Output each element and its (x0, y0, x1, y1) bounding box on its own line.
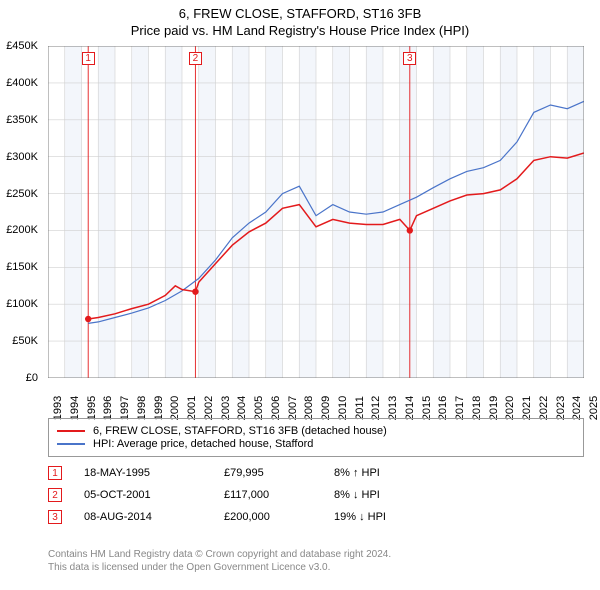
transaction-date: 08-AUG-2014 (84, 511, 224, 523)
chart-marker-1: 1 (82, 52, 95, 65)
x-tick-label: 2006 (270, 396, 282, 420)
legend-item: HPI: Average price, detached house, Staf… (57, 438, 575, 450)
transaction-row: 3 08-AUG-2014£200,00019% ↓ HPI (48, 506, 584, 528)
y-tick-label: £200K (6, 224, 38, 236)
y-axis-labels: £0£50K£100K£150K£200K£250K£300K£350K£400… (0, 46, 42, 378)
x-tick-label: 1998 (136, 396, 148, 420)
transaction-marker: 1 (48, 466, 62, 480)
legend-item: 6, FREW CLOSE, STAFFORD, ST16 3FB (detac… (57, 425, 575, 437)
x-tick-label: 2024 (571, 396, 583, 420)
legend-label: 6, FREW CLOSE, STAFFORD, ST16 3FB (detac… (93, 425, 387, 437)
x-tick-label: 1995 (86, 396, 98, 420)
x-tick-label: 1997 (119, 396, 131, 420)
x-tick-label: 2019 (488, 396, 500, 420)
x-tick-label: 2004 (236, 396, 248, 420)
legend-swatch (57, 430, 85, 432)
chart-svg (48, 46, 584, 378)
footer-attribution: Contains HM Land Registry data © Crown c… (48, 548, 391, 574)
transaction-price: £79,995 (224, 467, 334, 479)
x-tick-label: 2013 (387, 396, 399, 420)
y-tick-label: £150K (6, 261, 38, 273)
x-tick-label: 2021 (521, 396, 533, 420)
title-block: 6, FREW CLOSE, STAFFORD, ST16 3FB Price … (0, 0, 600, 38)
y-tick-label: £450K (6, 40, 38, 52)
chart-container: 6, FREW CLOSE, STAFFORD, ST16 3FB Price … (0, 0, 600, 590)
chart-marker-2: 2 (189, 52, 202, 65)
legend-label: HPI: Average price, detached house, Staf… (93, 438, 313, 450)
x-tick-label: 2000 (169, 396, 181, 420)
transaction-date: 05-OCT-2001 (84, 489, 224, 501)
transactions-table: 1 18-MAY-1995£79,9958% ↑ HPI 2 05-OCT-2001£… (48, 462, 584, 528)
x-axis-labels: 1993 1994 1995 1996 1997 1998 1999 2000 2001 2002… (48, 380, 584, 420)
title-sub: Price paid vs. HM Land Registry's House … (0, 23, 600, 38)
x-tick-label: 2016 (437, 396, 449, 420)
x-tick-label: 2010 (337, 396, 349, 420)
x-tick-label: 2012 (370, 396, 382, 420)
x-tick-label: 2022 (538, 396, 550, 420)
footer-line-1: Contains HM Land Registry data © Crown c… (48, 548, 391, 561)
x-tick-label: 2009 (320, 396, 332, 420)
x-tick-label: 2023 (555, 396, 567, 420)
y-tick-label: £350K (6, 114, 38, 126)
transaction-date: 18-MAY-1995 (84, 467, 224, 479)
x-tick-label: 1996 (102, 396, 114, 420)
x-tick-label: 2003 (220, 396, 232, 420)
x-tick-label: 1994 (69, 396, 81, 420)
x-tick-label: 2015 (421, 396, 433, 420)
transaction-marker: 2 (48, 488, 62, 502)
legend: 6, FREW CLOSE, STAFFORD, ST16 3FB (detac… (48, 418, 584, 457)
transaction-price: £117,000 (224, 489, 334, 501)
y-tick-label: £100K (6, 298, 38, 310)
title-main: 6, FREW CLOSE, STAFFORD, ST16 3FB (0, 6, 600, 21)
x-tick-label: 2014 (404, 396, 416, 420)
y-tick-label: £300K (6, 151, 38, 163)
transaction-pct: 8% ↓ HPI (334, 489, 454, 501)
footer-line-2: This data is licensed under the Open Gov… (48, 561, 391, 574)
transaction-pct: 19% ↓ HPI (334, 511, 454, 523)
transaction-row: 1 18-MAY-1995£79,9958% ↑ HPI (48, 462, 584, 484)
x-tick-label: 2007 (287, 396, 299, 420)
x-tick-label: 2005 (253, 396, 265, 420)
x-tick-label: 2018 (471, 396, 483, 420)
x-tick-label: 2002 (203, 396, 215, 420)
chart-marker-3: 3 (403, 52, 416, 65)
x-tick-label: 2017 (454, 396, 466, 420)
y-tick-label: £50K (12, 335, 38, 347)
x-tick-label: 2008 (303, 396, 315, 420)
y-tick-label: £250K (6, 188, 38, 200)
x-tick-label: 2020 (504, 396, 516, 420)
transaction-marker: 3 (48, 510, 62, 524)
y-tick-label: £0 (26, 372, 38, 384)
x-tick-label: 1993 (52, 396, 64, 420)
x-tick-label: 2001 (186, 396, 198, 420)
x-tick-label: 2025 (588, 396, 600, 420)
x-tick-label: 1999 (153, 396, 165, 420)
chart-plot-area: 1 2 3 (48, 46, 584, 378)
transaction-price: £200,000 (224, 511, 334, 523)
legend-swatch (57, 443, 85, 445)
y-tick-label: £400K (6, 77, 38, 89)
x-tick-label: 2011 (354, 396, 366, 420)
transaction-pct: 8% ↑ HPI (334, 467, 454, 479)
transaction-row: 2 05-OCT-2001£117,0008% ↓ HPI (48, 484, 584, 506)
